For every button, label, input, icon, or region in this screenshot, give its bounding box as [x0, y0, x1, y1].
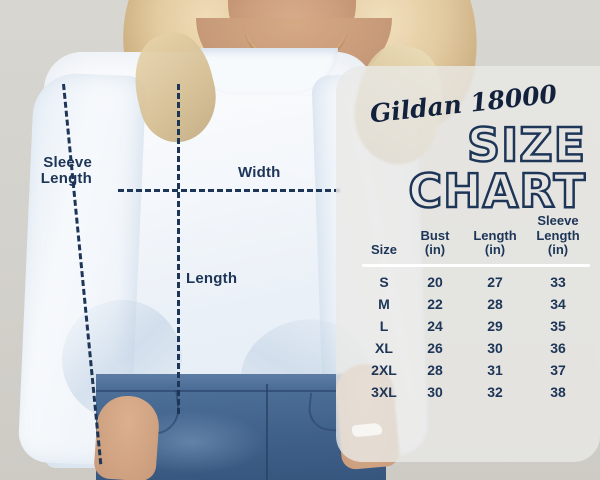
cell-size: 3XL	[371, 383, 397, 400]
cell-length: 29	[487, 317, 503, 334]
cell-sleeve: 37	[550, 361, 566, 378]
cell-length: 32	[487, 383, 503, 400]
cell-sleeve: 36	[550, 339, 566, 356]
cell-size: 2XL	[371, 361, 397, 378]
table-row: 2XL 28 31 37	[362, 359, 590, 381]
length-label: Length	[186, 270, 238, 287]
measurements-table: Size Bust (in) Length (in) Sleeve Length…	[362, 213, 590, 403]
column-header-sleeve-line2: Length	[536, 227, 580, 243]
cell-sleeve: 34	[550, 295, 566, 312]
column-header-length-line1: Length	[473, 227, 517, 243]
sleeve-length-label-line1: Sleeve	[43, 154, 92, 171]
table-header-row: Size Bust (in) Length (in) Sleeve Length…	[362, 213, 590, 263]
table-row: XL 26 30 36	[362, 337, 590, 359]
heading-size: SIZE	[466, 117, 587, 174]
cell-sleeve: 35	[550, 317, 566, 334]
cell-bust: 28	[427, 361, 443, 378]
column-header-size: Size	[362, 242, 406, 258]
cell-sleeve: 38	[550, 383, 566, 400]
column-header-sleeve-length: Sleeve Length (in)	[526, 213, 590, 258]
table-row: 3XL 30 32 38	[362, 381, 590, 403]
cell-bust: 20	[427, 273, 443, 290]
cell-bust: 30	[427, 383, 443, 400]
cell-bust: 26	[427, 339, 443, 356]
table-row: S 20 27 33	[362, 271, 590, 293]
cell-bust: 22	[427, 295, 443, 312]
width-label: Width	[238, 164, 281, 181]
length-dashed-line	[177, 84, 180, 414]
width-dashed-line	[118, 189, 340, 192]
sleeve-length-dashed-line	[62, 83, 103, 465]
cell-length: 31	[487, 361, 503, 378]
cell-size: S	[379, 273, 389, 290]
table-divider	[362, 263, 590, 267]
cell-length: 30	[487, 339, 503, 356]
column-header-bust-line2: (in)	[424, 242, 446, 258]
column-header-length: Length (in)	[464, 227, 526, 258]
column-header-sleeve-line1: Sleeve	[537, 213, 579, 228]
cell-bust: 24	[427, 317, 443, 334]
sleeve-length-label: Sleeve Length	[30, 155, 92, 187]
cell-sleeve: 33	[550, 273, 566, 290]
table-row: L 24 29 35	[362, 315, 590, 337]
denim-seam	[266, 384, 268, 480]
heading-chart: CHART	[407, 163, 586, 220]
table-row: M 22 28 34	[362, 293, 590, 315]
column-header-size-line1: Size	[370, 242, 397, 258]
cell-size: L	[379, 317, 389, 334]
column-header-bust: Bust (in)	[406, 227, 464, 258]
column-header-length-line2: (in)	[484, 242, 506, 258]
cell-length: 27	[487, 273, 503, 290]
sleeve-length-label-line2: Length	[40, 169, 92, 187]
cell-length: 28	[487, 295, 503, 312]
cell-size: XL	[375, 339, 393, 356]
column-header-sleeve-line3: (in)	[547, 242, 569, 258]
cell-size: M	[378, 295, 390, 312]
column-header-bust-line1: Bust	[420, 227, 450, 243]
